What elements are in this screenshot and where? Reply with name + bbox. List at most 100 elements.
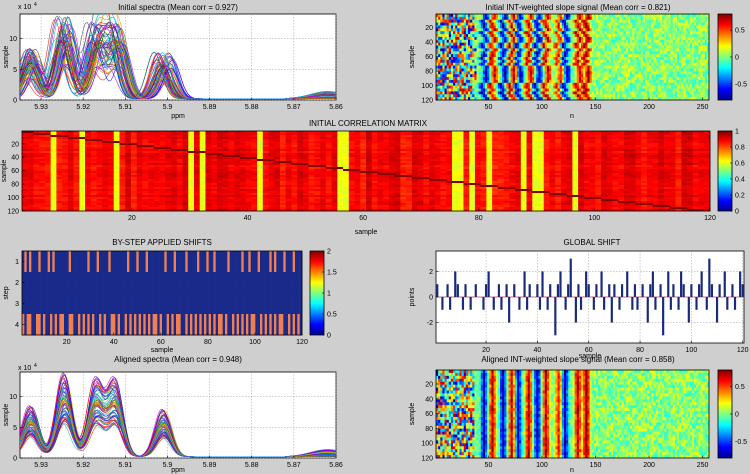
heatmap-cell: [662, 22, 665, 26]
heatmap-cell: [606, 45, 610, 49]
heatmap-cell: [302, 141, 309, 144]
heatmap-cell: [674, 65, 678, 69]
heatmap-cell: [691, 45, 695, 49]
heatmap-cell: [159, 137, 166, 140]
heatmap-cell: [472, 48, 475, 52]
heatmap-cell: [702, 36, 706, 41]
heatmap-cell: [506, 14, 509, 18]
heatmap-cell: [576, 71, 580, 75]
heatmap-cell: [630, 74, 633, 78]
heatmap-cell: [205, 145, 212, 148]
heatmap-cell: [544, 36, 548, 41]
heatmap-cell: [448, 54, 452, 58]
heatmap-cell: [627, 91, 631, 95]
heatmap-cell: [463, 135, 470, 138]
heatmap-cell: [645, 57, 648, 61]
heatmap-cell: [621, 82, 624, 86]
heatmap-cell: [704, 143, 711, 146]
heatmap-cell: [574, 36, 578, 41]
heatmap-cell: [531, 14, 535, 18]
heatmap-cell: [677, 51, 680, 55]
heatmap-cell: [457, 85, 460, 89]
heatmap-cell: [630, 68, 633, 72]
heatmap-cell: [689, 62, 693, 66]
heatmap-cell: [553, 68, 556, 72]
heatmap-cell: [561, 25, 565, 29]
heatmap-cell: [568, 39, 571, 43]
heatmap-cell: [56, 131, 63, 134]
heatmap-cell: [489, 51, 492, 55]
heatmap-cell: [448, 34, 452, 38]
heatmap-cell: [536, 22, 539, 26]
heatmap-cell: [506, 16, 509, 21]
heatmap-cell: [463, 45, 467, 49]
heatmap-cell: [360, 131, 367, 134]
heatmap-cell: [436, 45, 439, 49]
heatmap-cell: [470, 85, 473, 89]
heatmap-cell: [610, 91, 614, 95]
heatmap-cell: [664, 25, 667, 29]
heatmap-cell: [668, 74, 671, 78]
heatmap-cell: [482, 54, 486, 58]
heatmap-cell: [448, 77, 452, 81]
heatmap-cell: [62, 143, 69, 146]
heatmap-cell: [504, 16, 507, 21]
heatmap-cell: [450, 85, 454, 89]
heatmap-cell: [576, 62, 580, 66]
heatmap-cell: [694, 31, 697, 35]
heatmap-cell: [598, 14, 601, 18]
heatmap-cell: [455, 94, 458, 98]
heatmap-cell: [506, 59, 509, 64]
heatmap-cell: [331, 147, 338, 150]
heatmap-cell: [509, 135, 516, 138]
heatmap-cell: [696, 88, 699, 92]
heatmap-cell: [604, 71, 607, 75]
heatmap-cell: [495, 82, 499, 86]
heatmap-cell: [598, 19, 601, 23]
heatmap-cell: [67, 141, 74, 144]
heatmap-cell: [159, 141, 166, 144]
heatmap-cell: [519, 88, 522, 92]
heatmap-cell: [706, 85, 710, 89]
heatmap-cell: [698, 131, 705, 134]
heatmap-cell: [694, 82, 697, 86]
heatmap-cell: [538, 16, 541, 21]
heatmap-cell: [450, 59, 454, 64]
heatmap-cell: [681, 22, 684, 26]
heatmap-cell: [591, 77, 595, 81]
heatmap-cell: [525, 85, 529, 89]
heatmap-cell: [629, 143, 636, 146]
heatmap-cell: [591, 54, 595, 58]
heatmap-cell: [657, 77, 661, 81]
heatmap-cell: [482, 71, 486, 75]
heatmap-cell: [578, 16, 582, 21]
heatmap-cell: [457, 68, 460, 72]
heatmap-cell: [652, 135, 659, 138]
heatmap-cell: [176, 133, 183, 136]
heatmap-cell: [591, 65, 595, 69]
heatmap-cell: [493, 19, 497, 23]
heatmap-cell: [176, 137, 183, 140]
heatmap-cell: [563, 62, 567, 66]
heatmap-cell: [544, 62, 548, 66]
heatmap-cell: [348, 135, 355, 138]
heatmap-cell: [623, 48, 627, 52]
heatmap-cell: [482, 36, 486, 41]
heatmap-cell: [651, 31, 654, 35]
heatmap-cell: [640, 59, 644, 64]
heatmap-cell: [659, 77, 663, 81]
heatmap-cell: [455, 54, 458, 58]
heatmap-cell: [623, 25, 627, 29]
heatmap-cell: [549, 36, 552, 41]
heatmap-cell: [540, 19, 543, 23]
heatmap-cell: [499, 54, 503, 58]
heatmap-cell: [429, 145, 436, 148]
heatmap-cell: [239, 135, 246, 138]
heatmap-cell: [465, 71, 469, 75]
heatmap-cell: [587, 34, 590, 38]
heatmap-cell: [438, 36, 441, 41]
heatmap-cell: [499, 22, 503, 26]
heatmap-cell: [652, 141, 659, 144]
heatmap-cell: [73, 133, 80, 136]
heatmap-cell: [668, 79, 671, 84]
